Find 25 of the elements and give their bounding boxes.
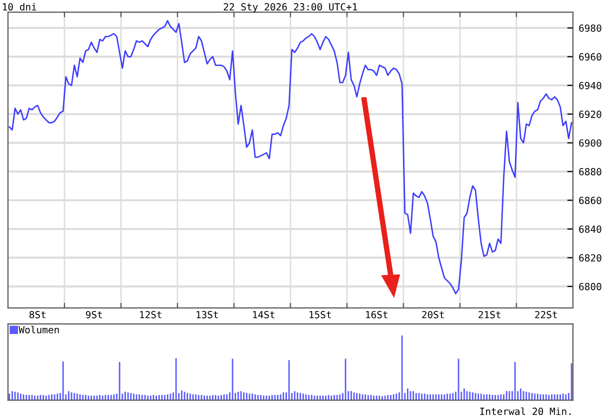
legend-label: Wolumen <box>18 326 59 334</box>
line-series <box>8 20 572 294</box>
chart-title: 10 dni <box>2 2 36 11</box>
x-tick-label: 15St <box>310 310 331 318</box>
y-tick-label: 6800 <box>579 282 602 290</box>
chart-subtitle: 22 Sty 2026 23:00 UTC+1 <box>224 3 358 12</box>
text: Interwal 20 Min. <box>480 407 571 416</box>
x-tick-label: 14St <box>253 310 274 318</box>
x-tick-label: 22St <box>535 310 557 318</box>
y-tick-label: 6920 <box>579 110 602 118</box>
y-tick-label: 6880 <box>579 168 602 176</box>
y-tick-label: 6820 <box>579 254 602 262</box>
y-tick-label: 6900 <box>579 139 602 147</box>
x-tick-label: 9St <box>86 310 102 318</box>
x-tick-label: 12St <box>140 310 162 318</box>
y-tick-label: 6840 <box>579 225 602 233</box>
x-tick-label: 21St <box>478 310 500 318</box>
x-tick-label: 13St <box>196 310 218 318</box>
y-tick-label: 6860 <box>579 196 602 204</box>
x-tick-label: 8St <box>29 310 46 318</box>
y-tick-label: 6960 <box>579 53 602 61</box>
x-tick-label: 20St <box>422 310 444 318</box>
x-tick-label: 16St <box>366 310 388 318</box>
y-tick-label: 6980 <box>579 24 602 32</box>
y-tick-label: 6940 <box>579 82 602 90</box>
